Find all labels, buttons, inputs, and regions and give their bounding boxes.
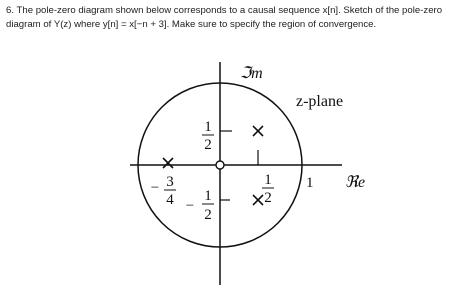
pole	[252, 125, 264, 137]
numerator: 1	[264, 172, 272, 188]
unit-label: 1	[306, 175, 314, 191]
fraction: − 1 2	[186, 188, 214, 223]
numerator: 1	[204, 119, 212, 135]
real-axis-label: ℜe	[345, 174, 365, 191]
sign: −	[186, 198, 194, 214]
poles	[162, 125, 264, 206]
pole	[162, 157, 174, 169]
numerator: 3	[166, 174, 174, 190]
fraction: 1 2	[262, 172, 274, 206]
question-line: 6. The pole-zero diagram shown below cor…	[6, 5, 443, 16]
denominator: 4	[166, 192, 174, 208]
denominator: 2	[204, 207, 212, 223]
denominator: 2	[204, 137, 212, 153]
zero	[215, 160, 225, 170]
imag-axis-label: ℑm	[240, 65, 263, 82]
denominator: 2	[264, 190, 272, 206]
question-line: diagram of Y(z) where y[n] = x[−n + 3]. …	[6, 19, 377, 30]
numerator: 1	[204, 188, 212, 204]
unit-circle	[137, 82, 303, 248]
plane-label: z-plane	[296, 93, 343, 110]
sign: −	[151, 180, 159, 196]
fraction: − 3 4	[151, 174, 176, 208]
pole	[252, 194, 264, 206]
fraction: 1 2	[202, 119, 214, 153]
